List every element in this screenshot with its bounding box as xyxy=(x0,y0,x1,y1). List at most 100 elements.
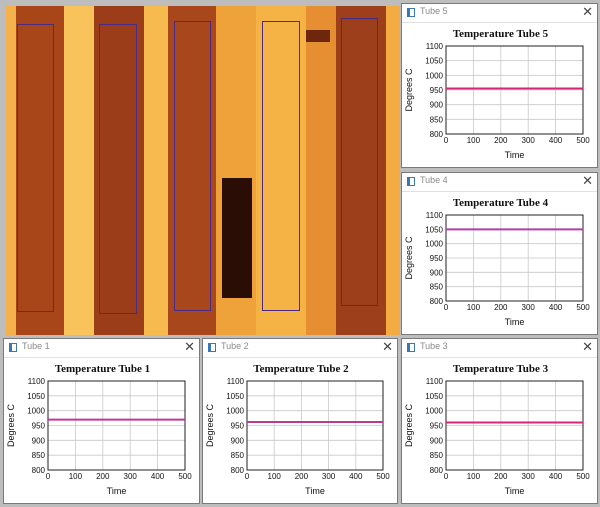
roi-tube-3[interactable] xyxy=(174,21,211,311)
y-axis-label: Degrees C xyxy=(404,403,414,447)
window-titlebar[interactable]: Tube 2 ✕ xyxy=(203,339,397,358)
x-tick-label: 500 xyxy=(576,472,590,481)
x-tick-label: 200 xyxy=(494,303,508,312)
thermal-band xyxy=(6,6,16,335)
thermal-band xyxy=(144,6,168,335)
x-tick-label: 500 xyxy=(376,472,390,481)
y-tick-label: 950 xyxy=(430,86,444,95)
window-title: Tube 3 xyxy=(420,341,448,351)
plot-frame xyxy=(445,45,584,135)
x-tick-label: 0 xyxy=(444,136,449,145)
y-axis-label: Degrees C xyxy=(6,403,16,447)
y-tick-label: 1100 xyxy=(28,377,46,386)
y-tick-label: 1050 xyxy=(27,392,45,401)
roi-tube-1[interactable] xyxy=(17,24,54,312)
y-tick-label: 1050 xyxy=(425,392,443,401)
close-icon[interactable]: ✕ xyxy=(382,340,393,355)
chart-title: Temperature Tube 5 xyxy=(453,28,549,40)
x-tick-label: 200 xyxy=(494,136,508,145)
x-axis-label: Time xyxy=(107,486,127,496)
tube-5-window[interactable]: Tube 5 ✕ Temperature Tube 5 0 100 200 300 400… xyxy=(401,3,598,168)
window-app-icon xyxy=(208,343,216,352)
y-tick-label: 1050 xyxy=(425,57,443,66)
window-title: Tube 2 xyxy=(221,341,249,351)
x-tick-label: 200 xyxy=(295,472,309,481)
temperature-chart: Temperature Tube 2 0 100 200 300 400 500 800 850… xyxy=(205,363,390,496)
y-tick-label: 900 xyxy=(231,436,245,445)
temperature-chart: Temperature Tube 1 0 100 200 300 400 500 800 850… xyxy=(6,363,192,496)
window-titlebar[interactable]: Tube 4 ✕ xyxy=(402,173,597,192)
y-tick-label: 800 xyxy=(430,130,444,139)
x-tick-label: 400 xyxy=(151,472,165,481)
x-tick-label: 100 xyxy=(467,472,481,481)
roi-tube-4[interactable] xyxy=(262,21,300,311)
chart-title: Temperature Tube 4 xyxy=(453,197,549,209)
plot-frame xyxy=(445,380,584,471)
x-tick-label: 0 xyxy=(46,472,51,481)
temperature-chart: Temperature Tube 4 0 100 200 300 400 500 800 850… xyxy=(404,197,590,327)
tube-2-window[interactable]: Tube 2 ✕ Temperature Tube 2 0 100 200 300 400… xyxy=(202,338,398,504)
y-tick-label: 1050 xyxy=(226,392,244,401)
plot-frame xyxy=(47,380,186,471)
temperature-chart: Temperature Tube 3 0 100 200 300 400 500 800 850… xyxy=(404,363,590,496)
x-tick-label: 300 xyxy=(522,136,536,145)
x-tick-label: 200 xyxy=(494,472,508,481)
x-tick-label: 0 xyxy=(444,472,449,481)
tube-4-window[interactable]: Tube 4 ✕ Temperature Tube 4 0 100 200 300 400… xyxy=(401,172,598,335)
y-tick-label: 1100 xyxy=(426,377,444,386)
temperature-chart: Temperature Tube 5 0 100 200 300 400 500 800 850… xyxy=(404,28,590,160)
y-tick-label: 900 xyxy=(32,436,46,445)
thermal-band xyxy=(94,6,144,335)
window-title: Tube 4 xyxy=(420,175,448,185)
thermal-band xyxy=(256,6,306,335)
x-tick-label: 100 xyxy=(467,303,481,312)
x-tick-label: 200 xyxy=(96,472,110,481)
y-tick-label: 950 xyxy=(430,254,444,263)
close-icon[interactable]: ✕ xyxy=(582,5,593,20)
y-tick-label: 1000 xyxy=(226,407,244,416)
close-icon[interactable]: ✕ xyxy=(184,340,195,355)
y-tick-label: 1000 xyxy=(27,407,45,416)
x-tick-label: 0 xyxy=(245,472,250,481)
plot-frame xyxy=(246,380,384,471)
thermal-band xyxy=(306,6,336,335)
x-tick-label: 500 xyxy=(576,136,590,145)
x-tick-label: 500 xyxy=(576,303,590,312)
x-tick-label: 300 xyxy=(124,472,138,481)
x-tick-label: 400 xyxy=(549,136,563,145)
y-tick-label: 1000 xyxy=(425,407,443,416)
window-titlebar[interactable]: Tube 3 ✕ xyxy=(402,339,597,358)
roi-tube-5[interactable] xyxy=(341,18,378,306)
x-tick-label: 100 xyxy=(467,136,481,145)
y-tick-label: 850 xyxy=(32,451,46,460)
window-app-icon xyxy=(407,177,415,186)
roi-tube-2[interactable] xyxy=(99,24,137,314)
x-axis-label: Time xyxy=(305,486,325,496)
dark-hotspot xyxy=(222,178,252,298)
thermal-image xyxy=(6,6,400,335)
y-tick-label: 1000 xyxy=(425,71,443,80)
y-tick-label: 800 xyxy=(430,466,444,475)
x-tick-label: 0 xyxy=(444,303,449,312)
y-tick-label: 950 xyxy=(32,422,46,431)
x-axis-label: Time xyxy=(505,317,525,327)
y-tick-label: 850 xyxy=(231,451,245,460)
window-title: Tube 5 xyxy=(420,6,448,16)
y-tick-label: 900 xyxy=(430,436,444,445)
close-icon[interactable]: ✕ xyxy=(582,340,593,355)
y-tick-label: 900 xyxy=(430,101,444,110)
x-tick-label: 100 xyxy=(69,472,83,481)
window-titlebar[interactable]: Tube 1 ✕ xyxy=(4,339,199,358)
tube-3-window[interactable]: Tube 3 ✕ Temperature Tube 3 0 100 200 300 400… xyxy=(401,338,598,504)
chart-title: Temperature Tube 1 xyxy=(55,363,150,375)
thermal-band xyxy=(386,6,400,335)
x-tick-label: 500 xyxy=(178,472,192,481)
y-axis-label: Degrees C xyxy=(404,236,414,280)
tube-1-window[interactable]: Tube 1 ✕ Temperature Tube 1 0 100 200 300 400… xyxy=(3,338,200,504)
y-tick-label: 1000 xyxy=(425,240,443,249)
y-tick-label: 850 xyxy=(430,451,444,460)
thermal-band xyxy=(16,6,64,335)
x-axis-label: Time xyxy=(505,486,525,496)
close-icon[interactable]: ✕ xyxy=(582,174,593,189)
window-titlebar[interactable]: Tube 5 ✕ xyxy=(402,4,597,23)
